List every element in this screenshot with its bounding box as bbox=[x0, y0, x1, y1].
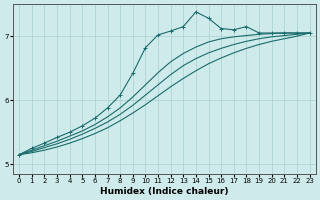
X-axis label: Humidex (Indice chaleur): Humidex (Indice chaleur) bbox=[100, 187, 228, 196]
